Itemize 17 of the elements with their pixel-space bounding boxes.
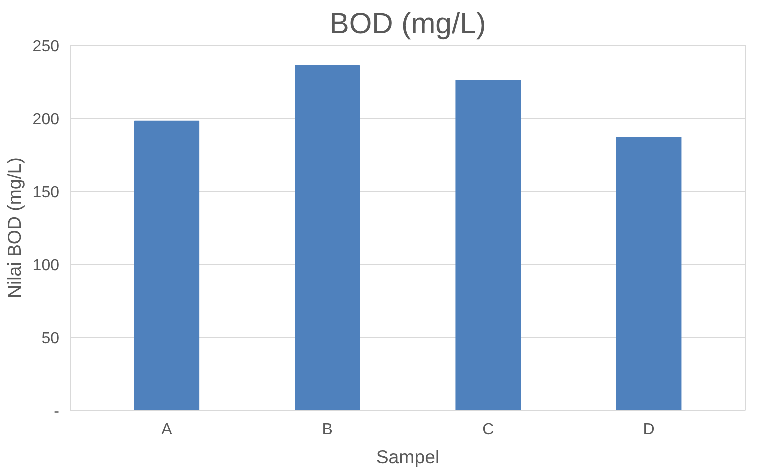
y-tick-label: -: [54, 404, 60, 420]
bar: [295, 65, 360, 410]
x-tick-label: C: [482, 422, 494, 438]
y-tick-label: 150: [32, 184, 60, 202]
y-axis-title: Nilai BOD (mg/L): [4, 158, 25, 298]
x-tick-label: A: [162, 422, 173, 438]
chart-title: BOD (mg/L): [330, 8, 486, 40]
bar: [616, 136, 682, 410]
x-tick-label: B: [322, 422, 333, 438]
x-axis-title: Sampel: [376, 446, 440, 468]
x-tick-label: D: [643, 422, 655, 438]
bar: [456, 80, 521, 410]
y-tick-label: 50: [42, 330, 60, 348]
y-tick-label: 200: [32, 112, 60, 128]
bar: [134, 120, 200, 410]
y-tick-label: 250: [32, 38, 60, 56]
y-tick-label: 100: [32, 258, 60, 274]
